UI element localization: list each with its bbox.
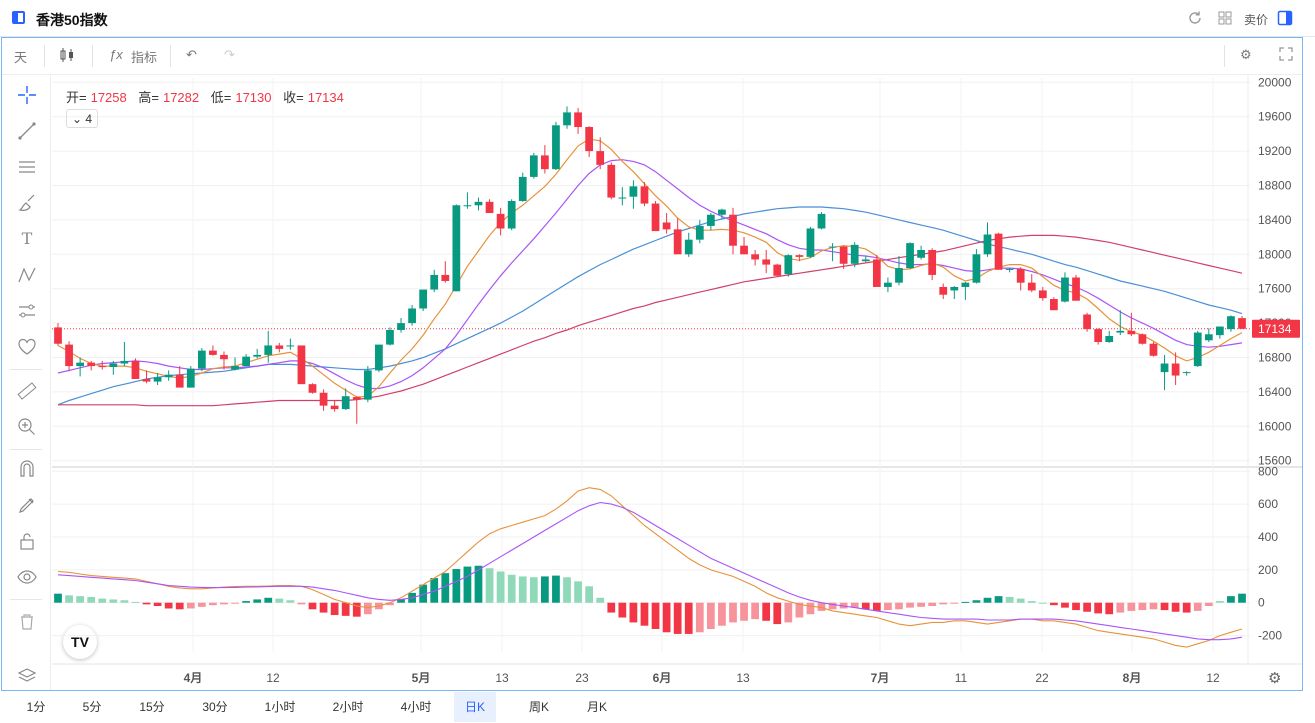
- chart-frame: [1, 37, 1303, 691]
- close-value: 17134: [307, 90, 344, 105]
- open-label: 开=: [66, 90, 87, 105]
- magnet-icon[interactable]: [16, 458, 38, 480]
- timeframe-button[interactable]: 月K: [586, 700, 607, 714]
- timeframe-button[interactable]: 30分: [202, 700, 228, 714]
- ruler-icon[interactable]: [16, 380, 38, 402]
- horizontal-lines-icon[interactable]: [16, 156, 38, 178]
- divider: [10, 599, 42, 600]
- timeframe-button[interactable]: 5分: [82, 700, 102, 714]
- low-value: 17130: [235, 90, 272, 105]
- sell-price-label[interactable]: 卖价: [1244, 13, 1269, 27]
- high-label: 高=: [138, 90, 159, 105]
- sidebar-toggle-icon[interactable]: [12, 11, 25, 24]
- ohlc-legend: 开= 17258 高= 17282 低= 17130 收= 17134: [66, 87, 352, 106]
- legend-toggle[interactable]: ⌄ 4: [66, 109, 98, 128]
- chevron-down-icon: ⌄: [72, 112, 83, 126]
- divider: [170, 45, 171, 67]
- low-label: 低=: [210, 90, 232, 105]
- timeframe-button[interactable]: 1分: [26, 700, 46, 714]
- high-value: 17282: [162, 90, 200, 105]
- timeframe-button[interactable]: 4小时: [400, 700, 432, 714]
- divider: [1224, 45, 1225, 67]
- page-title: 香港50指数: [36, 12, 108, 28]
- draw-mode-icon[interactable]: [16, 494, 38, 516]
- lock-icon[interactable]: [16, 530, 38, 552]
- grid-layout-icon[interactable]: [1217, 10, 1233, 29]
- tradingview-logo[interactable]: TV: [63, 625, 97, 659]
- interval-selector[interactable]: 天: [14, 50, 28, 65]
- open-value: 17258: [90, 90, 127, 105]
- visibility-eye-icon[interactable]: [16, 566, 38, 588]
- undo-icon[interactable]: ↶: [186, 47, 197, 62]
- divider: [92, 45, 93, 67]
- timeframe-button[interactable]: 周K: [528, 700, 549, 714]
- refresh-icon[interactable]: [1187, 10, 1203, 29]
- pattern-icon[interactable]: [16, 264, 38, 286]
- delete-trash-icon[interactable]: [16, 610, 38, 632]
- candlestick-type-icon[interactable]: [58, 46, 76, 67]
- layers-icon[interactable]: [16, 665, 38, 687]
- divider: [10, 369, 42, 370]
- function-icon[interactable]: ƒx: [109, 47, 123, 62]
- indicators-button[interactable]: 指标: [131, 50, 158, 65]
- favorite-heart-icon[interactable]: [16, 336, 38, 358]
- divider: [10, 449, 42, 450]
- zoom-in-icon[interactable]: [16, 416, 38, 438]
- crosshair-icon[interactable]: [16, 84, 38, 106]
- timeframe-button[interactable]: 1小时: [264, 700, 296, 714]
- text-tool-icon[interactable]: T: [21, 229, 33, 248]
- divider: [44, 45, 45, 67]
- brush-icon[interactable]: [16, 192, 38, 214]
- redo-icon[interactable]: ↷: [224, 47, 235, 62]
- timeframe-button[interactable]: 15分: [139, 700, 165, 714]
- trend-line-icon[interactable]: [16, 120, 38, 142]
- timeframe-bar: 1分 5分 15分 30分 1小时 2小时 4小时 日K 周K 月K: [0, 692, 1315, 723]
- timeframe-button[interactable]: 2小时: [332, 700, 364, 714]
- drawing-toolbar: T: [2, 75, 51, 690]
- top-bar: 香港50指数 卖价: [0, 0, 1315, 37]
- panel-toggle-icon[interactable]: [1277, 10, 1293, 29]
- fullscreen-icon[interactable]: [1279, 47, 1293, 64]
- timeframe-button[interactable]: 日K: [454, 692, 496, 722]
- measure-lines-icon[interactable]: [16, 300, 38, 322]
- legend-indicator-count: 4: [85, 112, 93, 126]
- chart-toolbar: 天 ƒx 指标 ↶ ↷ ⚙: [2, 38, 1302, 75]
- close-label: 收=: [283, 90, 304, 105]
- settings-gear-icon[interactable]: ⚙: [1240, 47, 1252, 62]
